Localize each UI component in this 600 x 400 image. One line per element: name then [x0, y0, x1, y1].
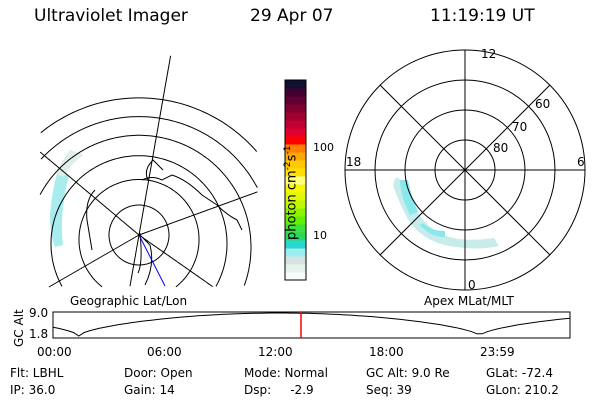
colorbar-segment [285, 88, 306, 97]
colorbar-segment [285, 200, 306, 209]
mlt-label-6: 6 [577, 155, 585, 169]
colorbar-segment [285, 160, 306, 169]
ip-info: IP: 36.0 [10, 383, 56, 397]
time-label: 11:19:19 UT [430, 6, 535, 26]
colorbar-segment [285, 208, 306, 217]
timeline-frame [52, 311, 571, 339]
longitude-line [129, 234, 140, 287]
colorbar [285, 80, 306, 281]
coastline [86, 159, 243, 286]
mlt-line [379, 84, 551, 256]
colorbar-segment [285, 104, 306, 113]
colorbar-segment [285, 168, 306, 177]
xtick-2359: 23:59 [480, 345, 515, 359]
lat-label-60: 60 [535, 97, 551, 111]
colorbar-segment [285, 128, 306, 137]
xtick-0600: 06:00 [147, 345, 182, 359]
xtick-0000: 00:00 [37, 345, 72, 359]
latitude-circle [40, 116, 258, 188]
colorbar-tick-100: 100 [313, 141, 334, 154]
aurora-emission [58, 150, 84, 177]
apex-map [344, 49, 586, 291]
longitude-line [48, 234, 140, 288]
dsp-info: Dsp: -2.9 [244, 383, 314, 397]
seq-info: Seq: 39 [366, 383, 412, 397]
gain-info: Gain: 14 [124, 383, 175, 397]
latitude-circle [108, 204, 170, 266]
colorbar-segment [285, 192, 306, 201]
aurora-emission [393, 177, 499, 249]
latitude-circle [50, 155, 228, 287]
colorbar-segment [285, 248, 306, 257]
mode-info: Mode: Normal [244, 366, 328, 380]
longitude-line [138, 234, 213, 287]
latitude-circle [40, 97, 258, 152]
colorbar-segment [285, 176, 306, 185]
ytick-1.8: 1.8 [29, 327, 49, 341]
colorbar-segment [285, 184, 306, 193]
latitude-circle [39, 134, 252, 286]
longitude-line [138, 55, 172, 236]
door-info: Door: Open [124, 366, 193, 380]
colorbar-tick-10: 10 [313, 229, 327, 242]
date-label: 29 Apr 07 [250, 6, 334, 26]
longitude-line [39, 151, 140, 236]
altitude-curve [52, 312, 571, 337]
colorbar-segment [285, 256, 306, 265]
timeline-ylabel: GC Alt [12, 309, 26, 347]
aurora-emission [400, 180, 445, 237]
colorbar-segment [285, 224, 306, 233]
colorbar-segment [285, 80, 306, 89]
colorbar-segment [285, 96, 306, 105]
lat-label-80: 80 [493, 141, 509, 155]
longitude-line [138, 191, 258, 236]
mlt-label-12: 12 [481, 47, 497, 61]
aurora-emission [50, 170, 69, 247]
colorbar-segment [285, 240, 306, 249]
gc-alt-info: GC Alt: 9.0 Re [366, 366, 450, 380]
colorbar-segment [285, 216, 306, 225]
unit-s: s [284, 154, 300, 162]
xtick-1800: 18:00 [369, 345, 404, 359]
latitude-circle [78, 179, 200, 288]
unit-text: photon cm [284, 170, 300, 240]
unit-exp1: -2 [283, 161, 293, 171]
lat-label-70: 70 [512, 120, 528, 134]
apex-map-label: Apex MLat/MLT [424, 294, 514, 308]
colorbar-segment [285, 144, 306, 153]
unit-exp2: -1 [283, 145, 293, 155]
glon-info: GLon: 210.2 [486, 383, 559, 397]
filter-info: Flt: LBHL [10, 366, 64, 380]
colorbar-segment [285, 120, 306, 129]
geographic-map [39, 55, 258, 288]
geo-map-label: Geographic Lat/Lon [70, 294, 188, 308]
colorbar-frame [284, 79, 307, 281]
colorbar-segment [285, 152, 306, 161]
glat-info: GLat: -72.4 [486, 366, 553, 380]
colorbar-segment [285, 112, 306, 121]
xtick-1200: 12:00 [258, 345, 293, 359]
mlt-label-18: 18 [346, 155, 362, 169]
satellite-track [138, 234, 166, 287]
colorbar-segment [285, 136, 306, 145]
ytick-9: 9.0 [29, 306, 49, 320]
colorbar-segment [285, 264, 306, 273]
instrument-title: Ultraviolet Imager [34, 6, 188, 26]
colorbar-segment [285, 272, 306, 281]
colorbar-unit: photon cm-2s-1 [283, 146, 299, 240]
mlt-label-0: 0 [468, 278, 476, 292]
colorbar-segment [285, 232, 306, 241]
